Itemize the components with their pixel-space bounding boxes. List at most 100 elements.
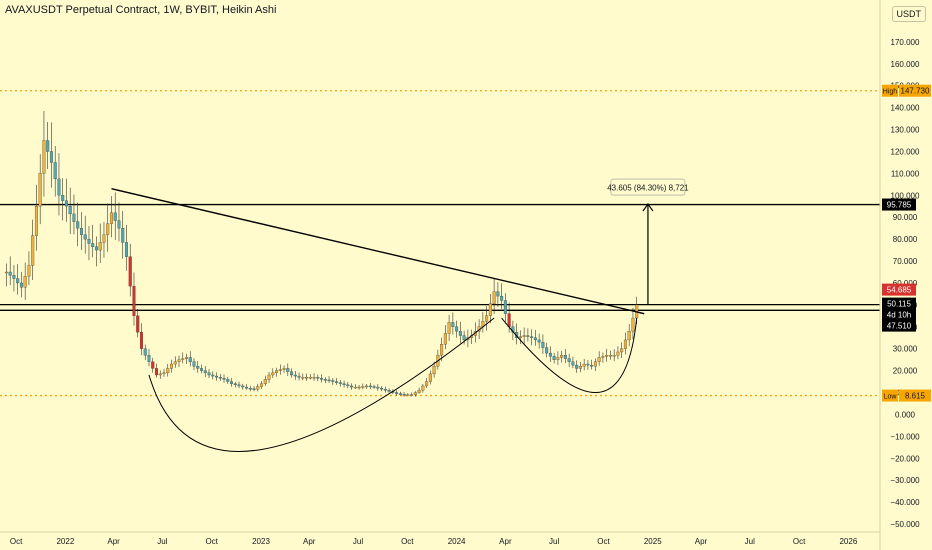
candle — [128, 256, 132, 287]
candle — [4, 271, 8, 274]
candle — [166, 368, 170, 373]
candle — [462, 335, 466, 341]
candle — [372, 386, 376, 388]
time-tick-label: Jul — [745, 537, 755, 546]
candle — [522, 335, 526, 337]
candle — [61, 195, 65, 201]
candle — [593, 361, 597, 367]
candle — [582, 363, 586, 367]
candle — [57, 178, 61, 196]
candle — [53, 162, 57, 180]
candle — [207, 372, 211, 376]
candle — [200, 368, 204, 371]
candle — [507, 313, 511, 327]
candle — [173, 361, 177, 365]
time-tick-label: Oct — [205, 537, 218, 546]
candle — [98, 242, 102, 251]
time-tick-label: 2025 — [644, 537, 662, 546]
candle — [500, 295, 504, 301]
candle — [612, 355, 616, 357]
candle — [226, 379, 230, 382]
candle — [271, 372, 275, 376]
price-tick-label: 170.000 — [891, 38, 920, 47]
currency-badge[interactable]: USDT — [891, 6, 926, 22]
candle — [87, 238, 91, 244]
time-tick-label: Oct — [793, 537, 806, 546]
candle — [109, 212, 113, 224]
candle — [631, 317, 635, 332]
level-badge-95-bg — [882, 198, 916, 211]
candle — [316, 377, 320, 379]
candle — [267, 374, 271, 380]
candle — [222, 378, 226, 380]
candle — [353, 386, 357, 389]
candle — [308, 377, 312, 379]
cup-curve — [148, 317, 495, 452]
candle — [154, 368, 158, 376]
candle — [237, 384, 241, 387]
candle — [192, 361, 196, 367]
candle — [545, 347, 549, 354]
candle — [440, 344, 444, 356]
candle — [260, 383, 264, 387]
candle — [380, 387, 384, 390]
candle — [196, 366, 200, 369]
candle — [278, 369, 282, 371]
candle — [233, 383, 237, 386]
candle — [256, 386, 260, 390]
price-tick-label: 20.000 — [893, 367, 918, 376]
candle — [548, 352, 552, 357]
candle — [286, 368, 290, 372]
price-tick-label: 70.000 — [893, 257, 918, 266]
candle — [563, 355, 567, 359]
candle — [578, 366, 582, 369]
price-tick-label: 30.000 — [893, 345, 918, 354]
candle — [230, 381, 234, 384]
candle — [132, 286, 136, 316]
candle — [211, 374, 215, 377]
candle — [23, 276, 27, 288]
level-badge-95: 95.785 — [887, 201, 912, 210]
candle — [530, 336, 534, 338]
candle — [608, 355, 612, 357]
level-badge-47: 47.510 — [887, 322, 912, 331]
candle — [458, 331, 462, 336]
low-badge-tag-bg — [882, 389, 898, 402]
time-axis[interactable]: Oct 2022 Apr Jul Oct 2023 Apr Jul Oct 2024 Apr Jul O… — [0, 531, 880, 546]
price-axis[interactable]: 170.000160.000150.000140.000130.000120.0… — [879, 0, 931, 550]
handle-curve — [501, 317, 638, 393]
time-tick-label: Apr — [695, 537, 708, 546]
candle — [136, 315, 140, 333]
candle — [428, 373, 432, 382]
candle — [49, 151, 53, 163]
candle — [16, 278, 20, 284]
projection-label-box — [610, 178, 686, 196]
candle — [361, 386, 365, 388]
level-badge-50: 50.115 — [887, 300, 911, 309]
candle — [402, 394, 406, 396]
candle — [413, 392, 417, 395]
candle — [398, 393, 402, 395]
candle — [215, 375, 219, 378]
trendline — [111, 188, 645, 315]
price-tick-label: 80.000 — [893, 235, 918, 244]
candle — [560, 355, 564, 358]
price-tick-label: 110.000 — [891, 169, 920, 178]
time-tick-label: Jul — [157, 537, 167, 546]
candle — [151, 361, 155, 369]
price-tick-label: 100.000 — [891, 191, 920, 200]
candle — [143, 348, 147, 356]
candle — [410, 394, 414, 396]
high-badge-value-bg — [899, 84, 931, 97]
candle — [395, 392, 399, 394]
price-levels-layer — [0, 90, 880, 397]
candle — [158, 373, 162, 376]
candle — [605, 355, 609, 357]
candle — [541, 341, 545, 348]
time-tick-label: 2023 — [252, 537, 270, 546]
candle — [139, 332, 143, 349]
candle — [19, 282, 23, 288]
price-tick-label: 160.000 — [891, 60, 920, 69]
